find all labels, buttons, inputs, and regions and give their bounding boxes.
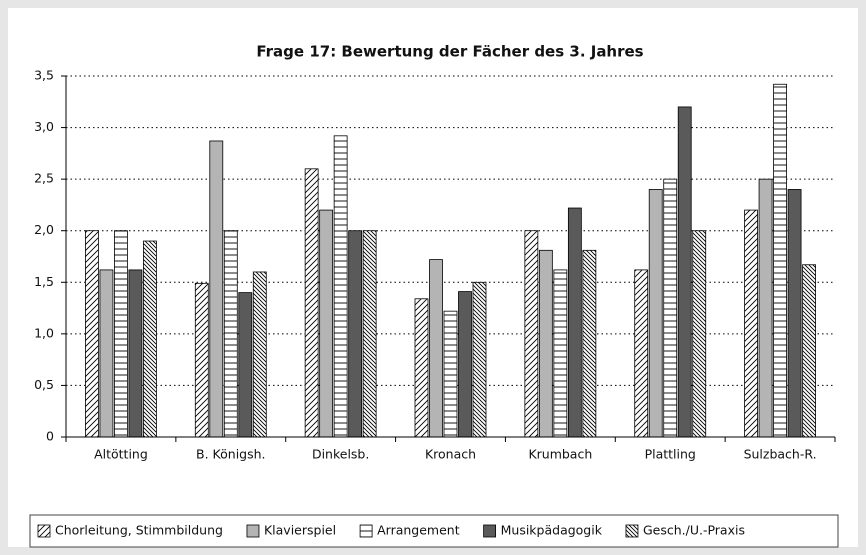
bar <box>443 310 458 438</box>
bar <box>458 291 472 438</box>
bar <box>128 269 143 438</box>
bar <box>99 269 114 438</box>
bar <box>85 230 99 438</box>
bar <box>773 83 787 438</box>
bar <box>553 269 568 438</box>
legend-swatch <box>483 524 497 538</box>
y-tick-label: 1,0 <box>34 325 54 340</box>
bar <box>538 249 553 438</box>
legend-box <box>29 514 839 548</box>
y-tick-label: 3,5 <box>34 68 54 83</box>
bar <box>567 207 582 438</box>
bar <box>692 230 707 438</box>
bar <box>319 209 334 438</box>
legend-label: Musikpädagogik <box>501 523 603 538</box>
bar <box>414 298 429 438</box>
bar <box>744 209 758 438</box>
x-tick-label: Plattling <box>645 447 696 462</box>
bar <box>143 240 157 438</box>
y-tick-label: 2,0 <box>34 222 54 237</box>
legend-swatch <box>37 524 51 538</box>
legend-label: Gesch./U.-Praxis <box>643 523 745 538</box>
y-tick-label: 1,5 <box>34 274 54 289</box>
bar <box>194 282 209 438</box>
bar <box>223 230 238 438</box>
bar <box>238 292 253 438</box>
bar <box>362 230 377 438</box>
legend-label: Klavierspiel <box>264 523 336 538</box>
x-tick-label: Sulzbach-R. <box>744 447 817 462</box>
x-tick-label: Altötting <box>94 447 148 462</box>
bar <box>114 230 128 438</box>
y-tick-label: 3,0 <box>34 119 54 134</box>
chart-title: Frage 17: Bewertung der Fächer des 3. Ja… <box>256 43 643 61</box>
bar <box>648 189 663 438</box>
x-tick-label: Krumbach <box>528 447 592 462</box>
y-tick-label: 0 <box>46 429 54 444</box>
y-tick-label: 0,5 <box>34 377 54 392</box>
legend-swatch <box>359 524 373 538</box>
bar <box>209 140 224 438</box>
legend-label: Chorleitung, Stimmbildung <box>55 523 223 538</box>
bar <box>333 135 348 438</box>
bar <box>758 178 773 438</box>
legend-swatch <box>625 524 639 538</box>
bar <box>787 189 802 438</box>
bar <box>802 264 816 438</box>
y-tick-label: 2,5 <box>34 171 54 186</box>
x-tick-label: B. Königsh. <box>196 447 265 462</box>
bar <box>429 259 443 438</box>
bar <box>524 230 539 438</box>
bar <box>582 249 597 438</box>
legend-label: Arrangement <box>377 523 460 538</box>
legend-swatch <box>246 524 260 538</box>
bar <box>663 178 678 438</box>
bar <box>472 281 487 438</box>
bar <box>348 230 363 438</box>
x-tick-label: Kronach <box>425 447 476 462</box>
bar <box>252 271 267 438</box>
bar <box>304 168 319 438</box>
x-tick-label: Dinkelsb. <box>312 447 369 462</box>
bar <box>634 269 649 438</box>
bar <box>677 106 692 438</box>
